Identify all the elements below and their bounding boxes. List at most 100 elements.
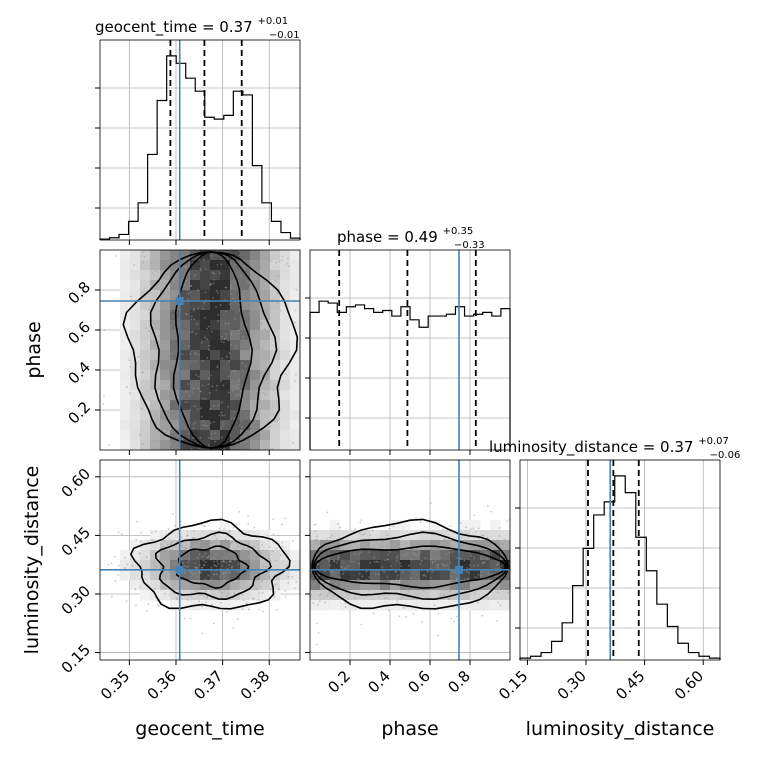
sample-point <box>294 309 297 312</box>
sample-point <box>468 564 471 567</box>
sample-point <box>286 257 289 260</box>
density-cell <box>200 530 211 541</box>
density-cell <box>240 280 251 291</box>
sample-point <box>506 520 508 523</box>
sample-point <box>453 571 456 574</box>
density-cell <box>200 540 211 551</box>
scatter-layer <box>100 249 511 646</box>
sample-point <box>247 522 250 525</box>
sample-point <box>186 535 188 538</box>
sample-point <box>194 562 197 565</box>
density-cell <box>160 420 171 431</box>
sample-point <box>249 550 252 553</box>
density-cell <box>130 260 141 271</box>
sample-point <box>443 564 446 566</box>
density-cell <box>320 530 331 541</box>
sample-point <box>261 579 263 581</box>
density-cell <box>190 290 201 301</box>
density-cell <box>190 430 201 441</box>
sample-point <box>208 377 210 380</box>
density-cell <box>290 280 301 291</box>
sample-point <box>443 594 446 596</box>
sample-point <box>194 360 197 363</box>
sample-point <box>134 588 137 590</box>
sample-point <box>421 620 424 623</box>
sample-point <box>261 544 263 546</box>
sample-point <box>191 330 194 333</box>
sample-point <box>400 565 402 568</box>
sample-point <box>465 526 468 529</box>
sample-point <box>165 562 168 565</box>
density-cell <box>460 570 471 581</box>
sample-point <box>230 284 232 287</box>
density-cell <box>160 440 171 451</box>
density-cell <box>270 260 281 271</box>
sample-point <box>477 527 480 530</box>
sample-point <box>488 572 490 575</box>
sample-point <box>263 328 266 331</box>
sample-point <box>140 407 143 410</box>
density-cell <box>230 400 241 411</box>
density-cell <box>470 580 481 591</box>
density-cell <box>150 430 161 441</box>
density-cell <box>340 570 351 581</box>
sample-point <box>342 584 345 587</box>
density-cell <box>190 330 201 341</box>
sample-point <box>291 576 294 578</box>
sample-point <box>448 598 451 601</box>
sample-point <box>239 275 242 278</box>
density-cell <box>210 580 221 591</box>
sample-point <box>476 576 479 579</box>
sample-point <box>272 518 275 521</box>
sample-point <box>319 593 322 596</box>
sample-point <box>357 578 360 580</box>
sample-point <box>224 310 227 313</box>
sample-point <box>279 554 282 557</box>
density-cell <box>210 350 221 361</box>
density-cell <box>450 570 461 581</box>
sample-point <box>361 575 364 578</box>
density-cell <box>250 390 261 401</box>
sample-point <box>386 534 389 537</box>
sample-point <box>281 255 284 258</box>
sample-point <box>164 586 167 589</box>
frame-panel-2-1 <box>309 459 511 661</box>
sample-point <box>448 551 451 554</box>
sample-point <box>403 580 406 582</box>
sample-point <box>233 411 236 413</box>
density-cell <box>370 540 381 551</box>
sample-point <box>202 554 205 557</box>
sample-point <box>225 333 228 336</box>
sample-point <box>150 531 153 534</box>
density-cell <box>310 540 321 551</box>
density-cell <box>290 290 301 301</box>
sample-point <box>215 289 218 292</box>
density-cell <box>130 550 141 561</box>
density-cell <box>160 550 171 561</box>
density-cell <box>170 330 181 341</box>
sample-point <box>250 573 253 576</box>
sample-point <box>182 562 185 565</box>
density-cell <box>250 290 261 301</box>
density-cell <box>500 530 511 541</box>
density-cell <box>230 310 241 321</box>
density-cell <box>180 580 191 591</box>
density-cell <box>230 540 241 551</box>
density-cell <box>160 300 171 311</box>
sample-point <box>410 558 413 561</box>
density-cell <box>140 340 151 351</box>
sample-point <box>246 280 249 283</box>
sample-point <box>269 560 272 562</box>
density-cell <box>390 570 401 581</box>
sample-point <box>241 335 244 338</box>
sample-point <box>277 292 280 295</box>
density-cell <box>240 530 251 541</box>
density-cell <box>190 370 201 381</box>
sample-point <box>251 319 254 321</box>
sample-point <box>194 353 197 356</box>
sample-point <box>183 549 186 551</box>
sample-point <box>373 561 376 563</box>
sample-point <box>451 540 454 542</box>
sample-point <box>198 600 201 603</box>
sample-point <box>226 611 228 613</box>
